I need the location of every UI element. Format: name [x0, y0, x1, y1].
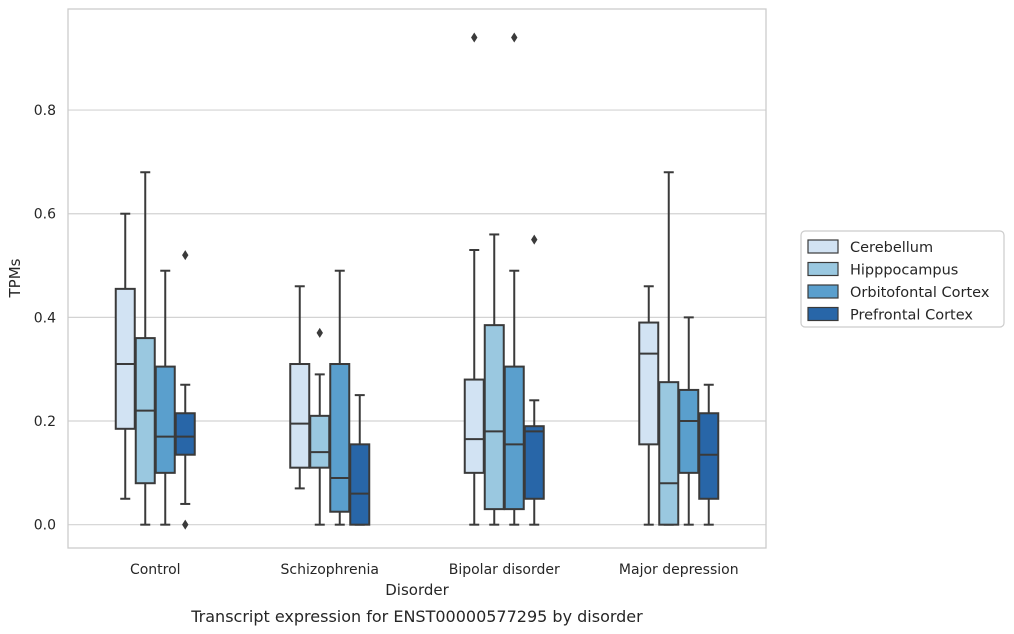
box-iqr — [154, 365, 176, 474]
outlier-point — [511, 32, 518, 43]
box-prefrontal-cortex — [174, 250, 196, 530]
box-cerebellum — [114, 212, 136, 500]
outlier-point — [182, 250, 189, 261]
box-cerebellum — [638, 285, 660, 526]
y-axis-title: TPMs — [6, 258, 24, 298]
legend-label: Orbitofontal Cortex — [850, 285, 990, 301]
box-iqr — [114, 287, 136, 430]
plot-area — [114, 32, 720, 530]
box-hipppocampus — [658, 171, 680, 526]
x-axis-title: Disorder — [385, 581, 449, 599]
legend-swatch — [807, 284, 839, 299]
box-iqr — [523, 425, 545, 500]
box-iqr — [698, 412, 720, 500]
box-cerebellum — [463, 32, 485, 526]
box-orbitofontal-cortex — [154, 269, 176, 526]
x-tick-label: Bipolar disorder — [449, 562, 560, 578]
y-axis-ticks: 0.0 0.2 0.4 0.6 0.8 — [34, 103, 56, 534]
box-iqr — [638, 321, 660, 446]
box-prefrontal-cortex — [349, 394, 371, 526]
box-iqr — [309, 414, 331, 469]
plot-frame — [67, 8, 767, 549]
outlier-point — [531, 234, 538, 245]
box-orbitofontal-cortex — [503, 32, 525, 526]
legend-label: Cerebellum — [850, 240, 933, 256]
box-prefrontal-cortex — [523, 234, 545, 526]
y-tick-label: 0.4 — [34, 310, 56, 326]
box-iqr — [329, 363, 351, 513]
box-iqr — [349, 443, 371, 526]
legend-swatch — [807, 239, 839, 254]
x-tick-label: Schizophrenia — [281, 562, 379, 578]
box-hipppocampus — [483, 233, 505, 526]
y-tick-label: 0.6 — [34, 207, 56, 223]
y-tick-label: 0.8 — [34, 103, 56, 119]
box-hipppocampus — [309, 327, 331, 526]
box-iqr — [174, 412, 196, 456]
box-orbitofontal-cortex — [329, 269, 351, 526]
box-iqr — [658, 381, 680, 526]
chart-caption: Transcript expression for ENST0000057729… — [190, 607, 643, 626]
x-axis-ticks: Control Schizophrenia Bipolar disorder Majo… — [130, 562, 739, 578]
box-iqr — [678, 388, 700, 474]
box-hipppocampus — [134, 171, 156, 526]
legend: Cerebellum Hipppocampus Orbitofontal Corte… — [800, 230, 1005, 328]
outlier-point — [471, 32, 478, 43]
y-tick-label: 0.0 — [34, 518, 56, 534]
box-cerebellum — [289, 285, 311, 490]
box-iqr — [289, 363, 311, 469]
outlier-point — [316, 327, 323, 338]
legend-frame — [800, 230, 1005, 328]
outlier-point — [182, 519, 189, 530]
box-iqr — [503, 365, 525, 511]
legend-label: Prefrontal Cortex — [850, 308, 973, 324]
box-orbitofontal-cortex — [678, 316, 700, 526]
x-tick-label: Control — [130, 562, 181, 578]
legend-swatch — [807, 306, 839, 322]
legend-swatch — [807, 261, 839, 277]
x-tick-label: Major depression — [619, 562, 739, 578]
box-iqr — [483, 324, 505, 511]
box-iqr — [463, 378, 485, 474]
box-prefrontal-cortex — [698, 383, 720, 526]
legend-label: Hipppocampus — [850, 263, 958, 279]
y-tick-label: 0.2 — [34, 414, 56, 430]
